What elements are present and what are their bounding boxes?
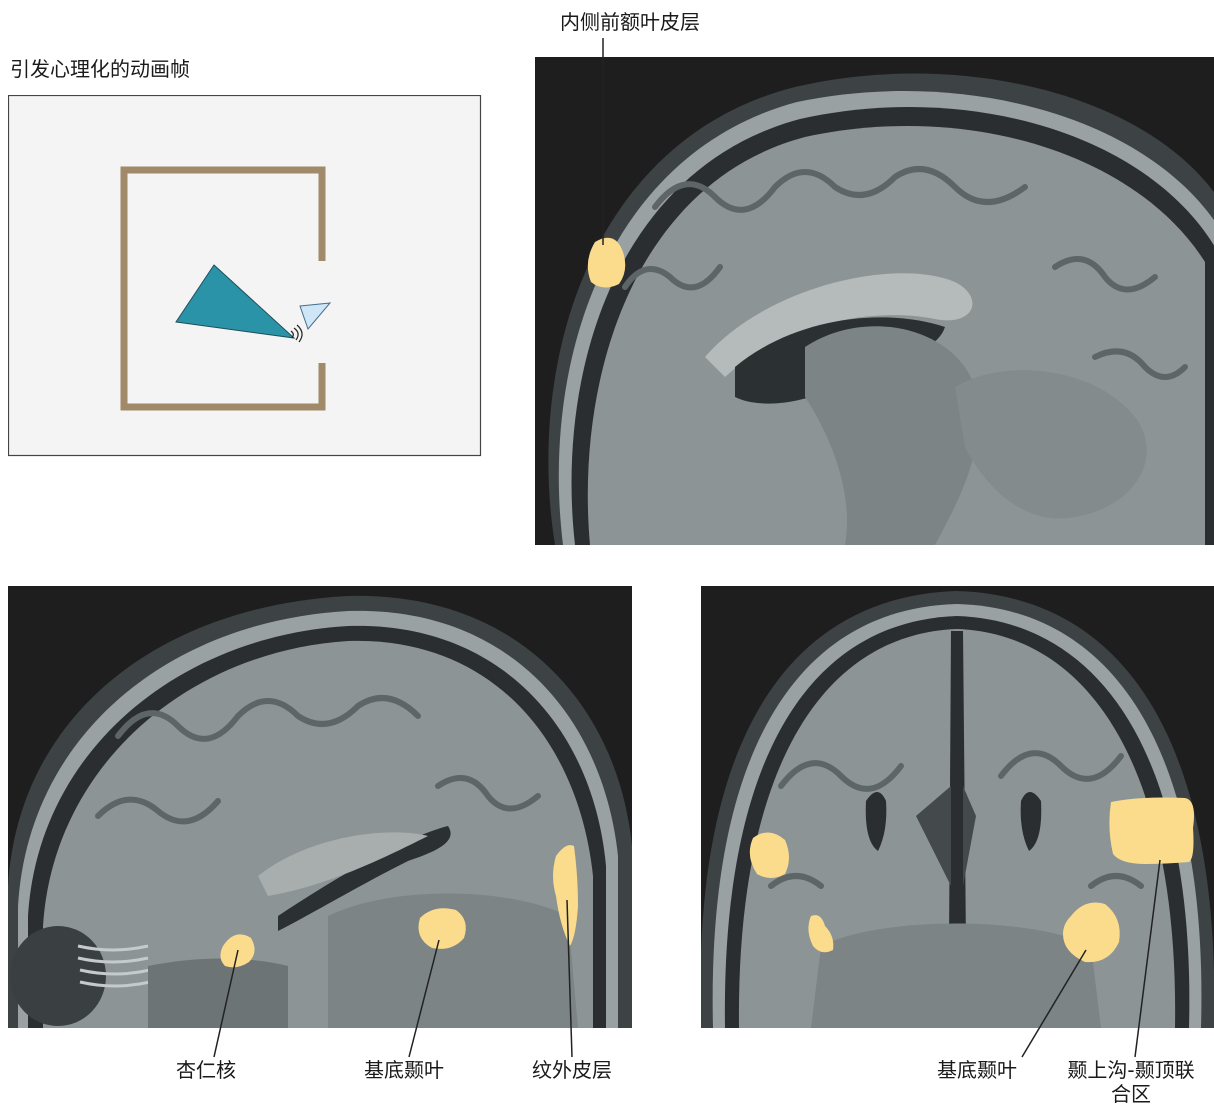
activation-basal-temporal <box>418 908 466 949</box>
label-sts-tpj-line1: 颞上沟-颞顶联 <box>1067 1058 1195 1082</box>
activation-basal-temporal <box>1063 902 1120 963</box>
box-outline <box>120 166 326 411</box>
activation-left-basal <box>808 915 834 953</box>
label-amygdala: 杏仁核 <box>176 1058 236 1082</box>
activation-sts-tpj <box>1109 797 1194 864</box>
activation-left-lateral <box>749 832 789 878</box>
label-sts-tpj-line2: 合区 <box>1111 1082 1151 1106</box>
label-basal-temporal-right: 基底颞叶 <box>937 1058 1017 1082</box>
label-mpfc: 内侧前额叶皮层 <box>560 10 700 34</box>
mri-sagittal-midline <box>535 57 1214 545</box>
big-triangle <box>175 264 296 339</box>
sound-wave-icon <box>290 324 303 343</box>
label-basal-temporal-left: 基底颞叶 <box>364 1058 444 1082</box>
activation-mpfc <box>587 237 626 288</box>
label-extrastriate: 纹外皮层 <box>532 1058 612 1082</box>
small-triangle <box>299 302 332 330</box>
animation-frame <box>8 95 482 457</box>
animation-title: 引发心理化的动画帧 <box>10 57 190 81</box>
mri-sagittal-lateral <box>8 586 632 1028</box>
mri-coronal <box>701 586 1214 1028</box>
